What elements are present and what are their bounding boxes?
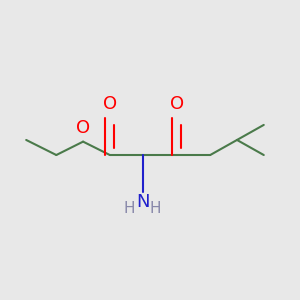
Text: O: O: [170, 95, 184, 113]
Text: O: O: [103, 95, 117, 113]
Text: H: H: [149, 201, 161, 216]
Text: O: O: [76, 118, 90, 136]
Text: H: H: [124, 201, 135, 216]
Text: N: N: [136, 194, 150, 211]
